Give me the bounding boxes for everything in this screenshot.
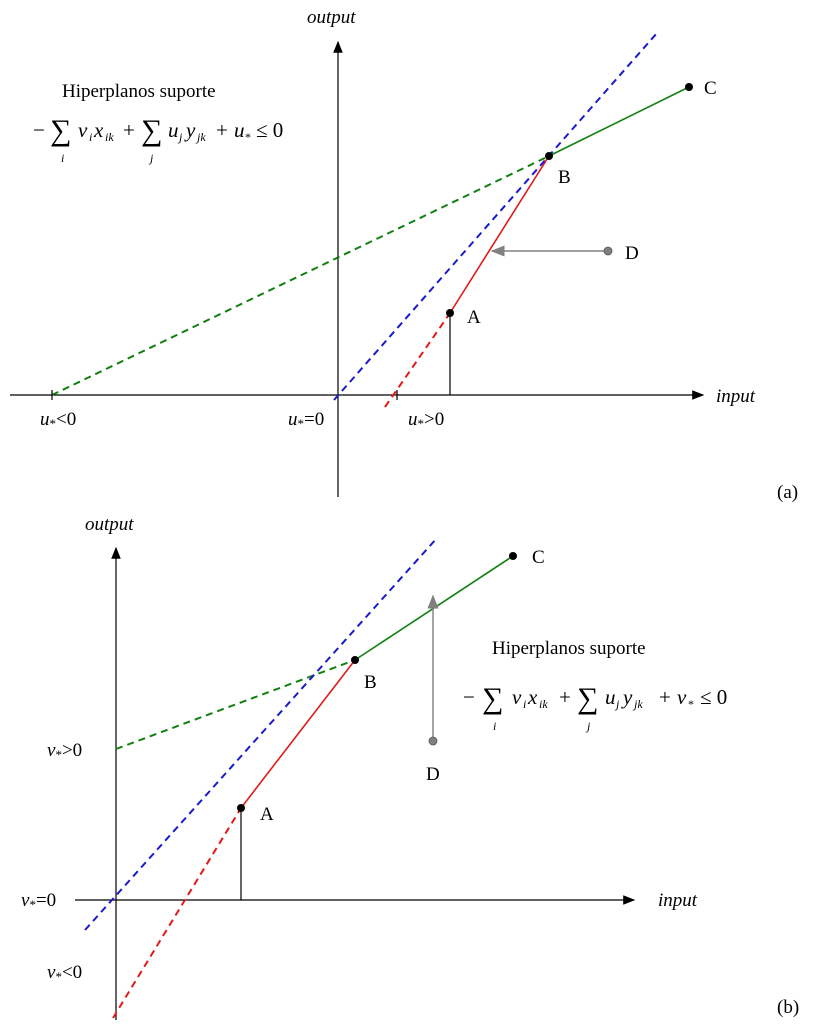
svg-text:∑: ∑: [577, 682, 598, 715]
svg-text:v: v: [677, 685, 687, 709]
svg-text:+: +: [216, 118, 228, 142]
panel-a-y-axis-label: output: [307, 7, 356, 28]
panel-b-y-axis-label: output: [85, 514, 134, 535]
svg-text:u: u: [168, 118, 179, 142]
svg-text:jk: jk: [632, 697, 643, 711]
svg-text:jk: jk: [195, 130, 206, 144]
panel-b-red-hyperplane-solid: [240, 659, 356, 809]
svg-text:j: j: [614, 697, 620, 711]
panel-a-x-axis-label: input: [716, 386, 756, 407]
panel-b-blue-hyperplane: [84, 537, 438, 931]
panel-a-title: Hiperplanos suporte: [62, 81, 216, 102]
svg-text:u: u: [234, 118, 245, 142]
svg-text:j: j: [177, 130, 183, 144]
panel-a-blue-hyperplane: [333, 32, 658, 401]
svg-text:−: −: [33, 118, 45, 142]
panel-b-formula: − ∑ i v i x ik + ∑ j u j y jk + v * ≤ 0: [463, 682, 727, 733]
panel-b-intercept-zero-label: v*=0: [21, 890, 56, 912]
panel-b-label: (b): [777, 997, 799, 1018]
panel-a-point-a: [446, 309, 454, 317]
panel-b-point-c: [509, 552, 517, 560]
svg-text:x: x: [527, 685, 538, 709]
panel-a-green-hyperplane-solid: [548, 86, 690, 157]
panel-b-green-hyperplane-dashed: [115, 659, 356, 750]
panel-b-point-a-label: A: [260, 804, 274, 825]
panel-a-point-b: [545, 152, 553, 160]
panel-a-point-d: [603, 246, 613, 256]
svg-text:x: x: [93, 118, 104, 142]
svg-text:∑: ∑: [141, 114, 162, 147]
svg-text:*: *: [245, 130, 251, 144]
panel-a-intercept-zero-label: u*=0: [288, 409, 324, 431]
svg-text:∑: ∑: [50, 114, 71, 147]
panel-a-point-c: [685, 83, 693, 91]
panel-b-point-b: [351, 656, 359, 664]
panel-b: output input A B C D v*>0 v*=0 v*<0: [21, 514, 799, 1020]
panel-a-point-a-label: A: [467, 307, 481, 328]
panel-a-red-hyperplane-dashed: [384, 312, 451, 408]
panel-b-x-axis-label: input: [658, 890, 698, 911]
panel-a-red-hyperplane-solid: [449, 155, 550, 314]
panel-b-point-a: [237, 804, 245, 812]
panel-b-point-d-label: D: [426, 764, 440, 785]
svg-text:i: i: [89, 130, 92, 144]
panel-b-point-d: [428, 736, 438, 746]
svg-text:i: i: [493, 719, 496, 733]
svg-text:*: *: [688, 697, 694, 711]
svg-text:≤ 0: ≤ 0: [700, 685, 727, 709]
panel-a-point-b-label: B: [558, 167, 571, 188]
panel-a-label: (a): [777, 482, 798, 503]
svg-text:y: y: [621, 685, 633, 709]
svg-text:j: j: [585, 719, 591, 733]
svg-text:+: +: [559, 685, 571, 709]
panel-a-green-hyperplane-dashed: [51, 155, 550, 396]
svg-text:ik: ik: [539, 697, 548, 711]
svg-text:ik: ik: [105, 130, 114, 144]
panel-a-intercept-neg-label: u*<0: [40, 409, 76, 431]
svg-text:v: v: [78, 118, 88, 142]
svg-text:v: v: [512, 685, 522, 709]
svg-text:≤ 0: ≤ 0: [256, 118, 283, 142]
panel-b-point-c-label: C: [532, 547, 545, 568]
panel-b-title: Hiperplanos suporte: [492, 638, 646, 659]
panel-a-point-d-label: D: [625, 243, 639, 264]
svg-text:u: u: [605, 685, 616, 709]
panel-b-point-b-label: B: [364, 672, 377, 693]
svg-text:−: −: [463, 685, 475, 709]
panel-b-intercept-neg-label: v*<0: [47, 962, 82, 984]
svg-text:y: y: [184, 118, 196, 142]
svg-text:+: +: [123, 118, 135, 142]
svg-text:i: i: [523, 697, 526, 711]
svg-text:+: +: [659, 685, 671, 709]
panel-a-intercept-pos-label: u*>0: [408, 409, 444, 431]
panel-a-formula: − ∑ i v i x ik + ∑ j u j y jk + u * ≤ 0: [33, 114, 283, 165]
panel-b-intercept-pos-label: v*>0: [47, 740, 82, 762]
svg-text:i: i: [61, 151, 64, 165]
svg-text:j: j: [148, 151, 154, 165]
panel-a: output input A B C D u*<0 u*=0: [10, 7, 798, 503]
svg-text:∑: ∑: [482, 682, 503, 715]
panel-b-green-hyperplane-solid: [354, 555, 514, 661]
panel-b-red-hyperplane-dashed: [112, 807, 242, 1019]
panel-a-point-c-label: C: [704, 78, 717, 99]
